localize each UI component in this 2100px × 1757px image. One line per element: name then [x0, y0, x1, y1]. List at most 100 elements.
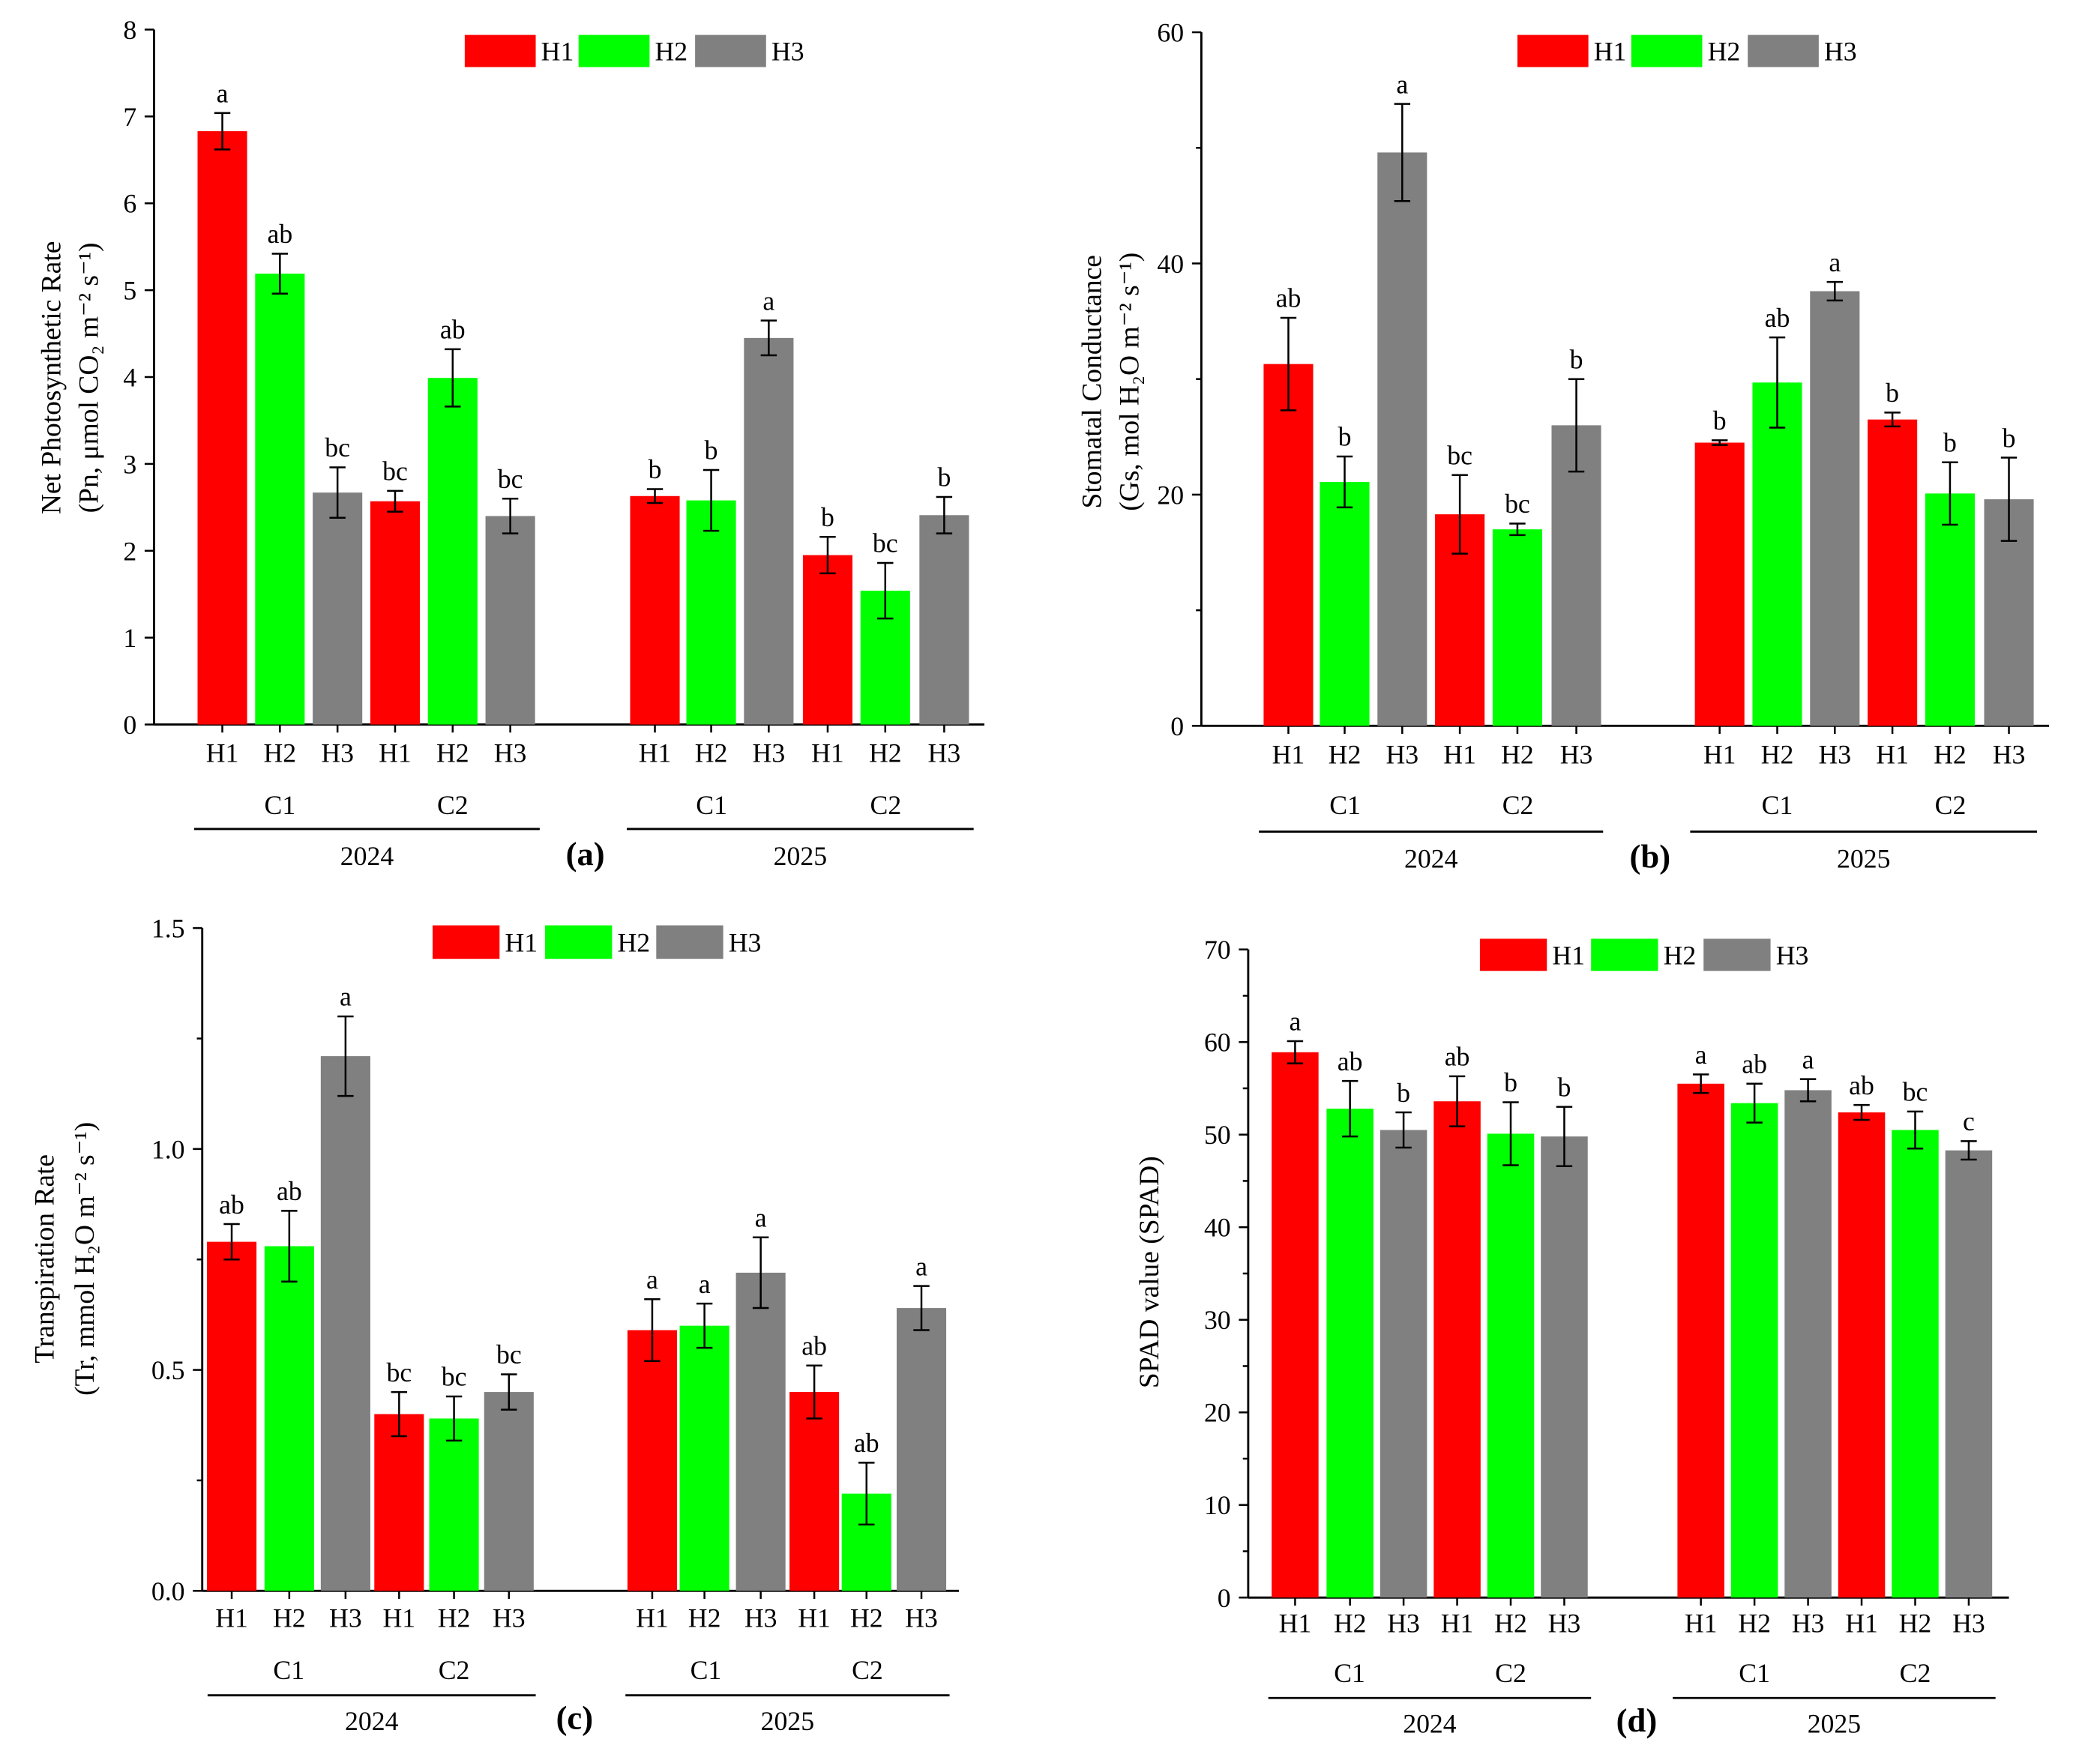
bar-2024-c1-h1	[206, 1241, 257, 1591]
legend-swatch-h1	[1517, 34, 1589, 67]
bar-2024-c2-h2	[1487, 1133, 1535, 1598]
significance-letter-2024-c1-h3: bc	[325, 433, 350, 462]
legend-label-h1: H1	[505, 927, 538, 957]
significance-letter-2024-c1-h2: ab	[267, 219, 292, 249]
bar-2025-c2-h1	[789, 1392, 840, 1591]
legend: H1 H2 H3	[1517, 34, 1857, 67]
bar-2025-c2-h2	[1925, 493, 1975, 726]
bar-2025-c2-h1	[1868, 419, 1918, 726]
y-tick-label: 0	[1218, 1583, 1231, 1613]
y-tick-label: 30	[1204, 1305, 1231, 1335]
error-bar-2024-c1-h2	[1336, 455, 1353, 509]
year-label-2024: 2024	[345, 1706, 399, 1736]
y-tick-label: 60	[1204, 1028, 1231, 1058]
error-bar-2024-c2-h3	[502, 498, 519, 534]
legend-label-h1: H1	[1594, 37, 1627, 67]
error-bar-2024-c1-h1	[1287, 1040, 1304, 1064]
x-tick-label-2025-c2-h3: H3	[1952, 1609, 1985, 1639]
significance-letter-2025-c1-h3: a	[755, 1202, 767, 1232]
y-axis-title: (Tr, mmol H₂O m⁻² s⁻¹)	[70, 1122, 100, 1396]
significance-letter-2025-c1-h2: ab	[1742, 1049, 1767, 1079]
error-bar-2025-c1-h2	[702, 468, 720, 532]
legend-label-h1: H1	[541, 37, 574, 67]
error-bar-2024-c2-h2	[1502, 1101, 1519, 1166]
significance-letter-2024-c1-h2: b	[1338, 422, 1352, 452]
error-bar-2024-c1-h2	[281, 1210, 298, 1283]
significance-letter-2025-c2-h3: b	[2003, 423, 2016, 453]
bar-2025-c1-h2	[686, 500, 736, 725]
group-label-2024-c1: C1	[1334, 1658, 1365, 1688]
bar-2025-c1-h2	[1752, 382, 1802, 726]
legend-label-h2: H2	[618, 927, 651, 957]
error-bar-2025-c1-h3	[1826, 280, 1844, 302]
error-bar-2025-c1-h2	[696, 1302, 713, 1349]
bar-2024-c1-h2	[255, 274, 305, 725]
x-tick-label-2024-c2-h2: H2	[438, 1603, 471, 1633]
significance-letter-2024-c2-h1: bc	[386, 1357, 412, 1387]
bar-2025-c2-h1	[1838, 1112, 1886, 1598]
bar-2024-c1-h2	[1320, 481, 1370, 726]
bar-2025-c2-h2	[1892, 1130, 1939, 1598]
significance-letter-2025-c1-h3: a	[1802, 1044, 1814, 1074]
x-tick-label-2024-c2-h2: H2	[436, 738, 469, 768]
error-bar-2025-c1-h1	[644, 1298, 661, 1363]
x-tick-label-2025-c1-h1: H1	[1685, 1609, 1718, 1639]
x-tick-label-2025-c2-h2: H2	[1899, 1609, 1932, 1639]
x-tick-label-2024-c1-h2: H2	[273, 1603, 306, 1633]
x-tick-label-2024-c2-h1: H1	[383, 1603, 416, 1633]
x-tick-label-2025-c1-h2: H2	[1738, 1609, 1771, 1639]
significance-letter-2024-c2-h3: b	[1570, 344, 1583, 374]
x-tick-label-2025-c1-h3: H3	[744, 1603, 777, 1633]
legend-swatch-h3	[695, 34, 766, 67]
significance-letter-2024-c2-h2: b	[1504, 1067, 1517, 1097]
error-bar-2025-c2-h1	[806, 1364, 822, 1420]
error-bar-2024-c1-h2	[271, 253, 289, 295]
significance-letter-2024-c1-h2: ab	[277, 1176, 302, 1206]
y-tick-label: 5	[123, 276, 136, 306]
panel-label: (a)	[566, 835, 605, 873]
x-tick-label-2024-c1-h1: H1	[1279, 1609, 1312, 1639]
y-tick-label: 7	[123, 102, 136, 132]
y-tick-label: 0.5	[151, 1355, 185, 1385]
error-bar-2025-c1-h1	[1711, 439, 1728, 446]
bar-2025-c1-h3	[735, 1272, 786, 1591]
panel-a: 0 1 2 3 4 5 6 7 8 Net Photosynthetic Rate (Pn, μmo…	[36, 15, 984, 873]
y-tick-label: 10	[1204, 1490, 1231, 1520]
group-label-2024-c2: C2	[437, 790, 469, 820]
bar-2024-c1-h1	[1272, 1052, 1319, 1598]
bar-2024-c2-h2	[1492, 529, 1542, 726]
bar-2025-c2-h1	[802, 555, 853, 725]
bar-2024-c2-h1	[370, 501, 421, 725]
x-tick-label-2024-c1-h3: H3	[1387, 1609, 1420, 1639]
error-bar-2024-c2-h1	[387, 489, 403, 513]
group-label-2024-c1: C1	[1329, 790, 1361, 820]
significance-letter-2024-c2-h1: bc	[382, 456, 408, 486]
significance-letter-2024-c2-h3: b	[1558, 1072, 1571, 1102]
group-label-2024-c1: C1	[265, 790, 296, 820]
bar-2024-c2-h3	[485, 516, 535, 725]
y-tick-label: 1.0	[151, 1134, 185, 1164]
y-tick-label: 4	[123, 363, 136, 393]
error-bar-2025-c2-h2	[1907, 1110, 1924, 1150]
bar-2024-c1-h3	[320, 1056, 370, 1591]
bar-2024-c1-h2	[1326, 1109, 1374, 1598]
error-bar-2024-c1-h1	[214, 112, 231, 151]
panel-label: (c)	[556, 1699, 594, 1736]
legend-label-h2: H2	[655, 37, 688, 67]
error-bar-2025-c1-h2	[1769, 336, 1786, 429]
significance-letter-2024-c1-h3: a	[1396, 69, 1408, 99]
significance-letter-2025-c2-h2: bc	[1903, 1077, 1928, 1107]
error-bar-2024-c2-h2	[445, 1395, 463, 1442]
significance-letter-2024-c1-h1: a	[217, 78, 229, 108]
error-bar-2025-c2-h1	[1884, 412, 1901, 428]
x-tick-label-2024-c1-h3: H3	[1386, 739, 1418, 769]
error-bar-2024-c2-h2	[1509, 522, 1526, 537]
group-label-2025-c2: C2	[1900, 1658, 1931, 1688]
bar-2025-c2-h3	[919, 515, 969, 725]
error-bar-2025-c1-h3	[752, 1236, 769, 1310]
year-label-2025: 2025	[761, 1706, 814, 1736]
x-tick-label-2025-c2-h1: H1	[798, 1603, 831, 1633]
year-label-2025: 2025	[1837, 844, 1890, 874]
legend-label-h3: H3	[771, 37, 804, 67]
year-label-2025: 2025	[1808, 1709, 1861, 1739]
